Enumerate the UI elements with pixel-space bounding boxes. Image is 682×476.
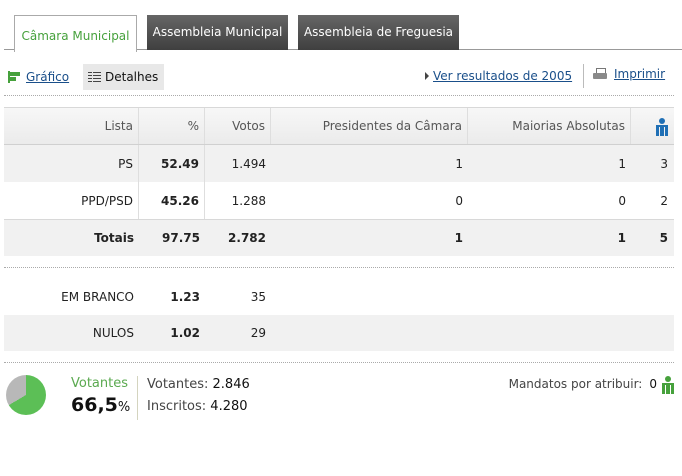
- header-pct[interactable]: %: [139, 108, 205, 144]
- cell-presidentes: 1: [454, 231, 463, 245]
- votantes-count: Votantes: 2.846: [147, 377, 250, 392]
- table-row: EM BRANCO 1.23 35: [4, 279, 674, 315]
- header-presidentes[interactable]: Presidentes da Câmara: [271, 108, 468, 144]
- cell-pct: 1.02: [170, 326, 200, 340]
- row-filler: [271, 279, 674, 315]
- table-header: Lista % Votos Presidentes da Câmara Maio…: [4, 107, 674, 145]
- votantes-count-label: Votantes:: [147, 377, 209, 392]
- view-toolbar: Gráfico Detalhes Ver resultados de 2005 …: [0, 62, 682, 92]
- results-table: Lista % Votos Presidentes da Câmara Maio…: [4, 107, 674, 256]
- cell-votos: 1.494: [231, 156, 266, 171]
- dotted-divider: [4, 267, 674, 268]
- cell-lista: Totais: [94, 231, 134, 245]
- ver-resultados-link[interactable]: Ver resultados de 2005: [425, 69, 572, 83]
- cell-lista: EM BRANCO: [61, 290, 134, 304]
- cell-maiorias: 0: [618, 193, 626, 208]
- mandatos-label: Mandatos por atribuir:: [508, 377, 643, 391]
- printer-icon: [593, 68, 607, 80]
- cell-lista: PPD/PSD: [4, 182, 139, 219]
- cell-votos: 29: [250, 326, 266, 340]
- cell-mandatos: 2: [660, 193, 668, 208]
- cell-mandatos: 3: [660, 156, 668, 171]
- imprimir-link[interactable]: Imprimir: [593, 67, 665, 81]
- detalhes-button[interactable]: Detalhes: [83, 64, 164, 90]
- dotted-divider: [4, 95, 674, 96]
- inscritos-label: Inscritos:: [147, 399, 207, 414]
- pct-sign: %: [117, 400, 131, 415]
- other-votes-table: EM BRANCO 1.23 35 NULOS 1.02 29: [4, 279, 674, 351]
- totals-row: Totais 97.75 2.782 1 1 5: [4, 219, 674, 256]
- cell-votos: 1.288: [231, 193, 266, 208]
- cell-mandatos: 5: [659, 231, 668, 245]
- dotted-divider: [4, 362, 674, 363]
- mandatos-value: 0: [649, 377, 657, 391]
- inscritos-count: Inscritos: 4.280: [147, 399, 248, 414]
- cell-maiorias: 1: [618, 156, 626, 171]
- cell-votos: 2.782: [228, 231, 266, 245]
- header-lista[interactable]: Lista: [4, 108, 139, 144]
- person-icon: [662, 376, 674, 394]
- cell-presidentes: 1: [455, 156, 463, 171]
- election-tabs: Câmara Municipal Assembleia Municipal As…: [0, 0, 682, 52]
- tab-camara-municipal[interactable]: Câmara Municipal: [14, 15, 137, 52]
- header-maiorias[interactable]: Maiorias Absolutas: [468, 108, 631, 144]
- cell-pct: 1.23: [170, 290, 200, 304]
- tab-assembleia-municipal[interactable]: Assembleia Municipal: [147, 15, 288, 50]
- bar-chart-icon: [8, 71, 22, 83]
- ver-resultados-label: Ver resultados de 2005: [433, 69, 573, 83]
- inscritos-value: 4.280: [210, 399, 248, 414]
- grafico-label: Gráfico: [26, 70, 70, 84]
- detalhes-label: Detalhes: [105, 70, 159, 84]
- cell-maiorias: 1: [617, 231, 626, 245]
- cell-votos: 35: [250, 290, 266, 304]
- cell-lista: NULOS: [92, 326, 134, 340]
- votantes-count-value: 2.846: [212, 377, 250, 392]
- votantes-pct-value: 66,5: [71, 394, 118, 416]
- tab-assembleia-freguesia[interactable]: Assembleia de Freguesia: [298, 15, 459, 50]
- row-filler: [271, 315, 674, 351]
- header-votos[interactable]: Votos: [205, 108, 271, 144]
- turnout-summary: Votantes 66,5% Votantes: 2.846 Inscritos…: [0, 372, 682, 422]
- turnout-pie-chart: [6, 375, 46, 415]
- imprimir-label: Imprimir: [614, 67, 666, 81]
- table-row: NULOS 1.02 29: [4, 315, 674, 351]
- person-icon: [656, 118, 668, 136]
- cell-pct: 52.49: [139, 145, 205, 182]
- mandatos-por-atribuir: Mandatos por atribuir: 0: [508, 376, 674, 394]
- cell-lista: PS: [4, 145, 139, 182]
- list-icon: [88, 71, 101, 83]
- toolbar-divider: [583, 64, 584, 88]
- cell-pct: 45.26: [139, 182, 205, 219]
- cell-presidentes: 0: [455, 193, 463, 208]
- summary-divider: [137, 376, 138, 420]
- votantes-percentage: 66,5%: [71, 394, 130, 416]
- grafico-link[interactable]: Gráfico: [8, 66, 69, 88]
- cell-pct: 97.75: [162, 231, 200, 245]
- table-row: PPD/PSD 45.26 1.288 0 0 2: [4, 182, 674, 219]
- table-row: PS 52.49 1.494 1 1 3: [4, 145, 674, 182]
- header-mandatos[interactable]: [631, 108, 674, 144]
- triangle-right-icon: [425, 72, 429, 80]
- votantes-label: Votantes: [71, 376, 129, 391]
